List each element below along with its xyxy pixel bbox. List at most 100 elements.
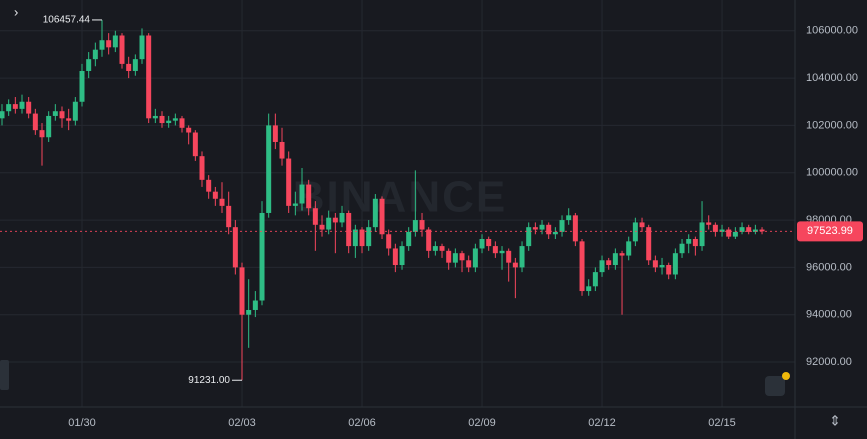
candle-body	[472, 248, 478, 268]
candle-body	[506, 250, 512, 263]
candle-body	[219, 198, 225, 206]
candle-body	[132, 59, 138, 71]
candle-body	[0, 111, 5, 119]
candle-body	[6, 104, 12, 112]
min-label: 91231.00	[188, 375, 230, 386]
y-tick-label: 102000.00	[806, 119, 858, 131]
candle-body	[646, 227, 652, 261]
candle-body	[46, 115, 52, 138]
candle-body	[746, 227, 752, 232]
candle-body	[686, 238, 692, 244]
candle-body	[459, 253, 465, 261]
candle-body	[126, 63, 132, 71]
candle-body	[432, 246, 438, 251]
candle-body	[492, 246, 498, 254]
y-tick-label: 106000.00	[806, 25, 858, 37]
candle-body	[546, 224, 552, 235]
side-toggle[interactable]	[0, 360, 9, 390]
candle-body	[79, 70, 85, 102]
candle-body	[99, 40, 105, 50]
candle-body	[626, 241, 632, 256]
candle-body	[619, 253, 625, 256]
x-tick-label: 02/12	[588, 417, 616, 429]
candle-body	[332, 217, 338, 223]
candle-body	[706, 222, 712, 225]
candle-body	[486, 238, 492, 247]
candle-body	[392, 248, 398, 266]
candle-body	[272, 125, 278, 142]
candle-body	[499, 250, 505, 254]
candle-body	[312, 208, 318, 225]
candle-body	[526, 227, 532, 247]
candle-body	[239, 267, 245, 315]
candle-body	[166, 120, 172, 124]
candle-body	[12, 104, 18, 109]
candle-body	[566, 215, 572, 221]
collapse-icon[interactable]: ›	[14, 4, 18, 19]
candle-body	[292, 203, 298, 206]
candle-body	[379, 198, 385, 235]
last-price-label: 97523.99	[807, 225, 853, 237]
candle-body	[152, 115, 158, 119]
candle-body	[52, 111, 58, 116]
candle-body	[399, 246, 405, 266]
candle-body	[19, 101, 25, 109]
candle-body	[206, 179, 212, 192]
candle-body	[759, 229, 765, 232]
candle-body	[339, 212, 345, 223]
candle-body	[326, 217, 332, 230]
x-tick-label: 02/06	[348, 417, 376, 429]
candle-body	[186, 127, 192, 133]
candle-body	[672, 253, 678, 275]
candle-body	[712, 224, 718, 232]
candle-body	[406, 231, 412, 247]
candle-body	[446, 250, 452, 263]
candle-body	[386, 234, 392, 249]
x-tick-label: 01/30	[68, 417, 96, 429]
candle-body	[612, 253, 618, 266]
candle-body	[106, 40, 112, 48]
candle-body	[146, 35, 152, 119]
candle-body	[92, 49, 98, 60]
candle-body	[752, 229, 758, 232]
last-price-tag	[797, 221, 863, 242]
candle-body	[366, 227, 372, 247]
y-tick-label: 104000.00	[806, 72, 858, 84]
candle-body	[286, 158, 292, 206]
candle-body	[86, 59, 92, 71]
candle-body	[726, 229, 732, 237]
candle-body	[179, 118, 185, 128]
candle-body	[539, 224, 545, 230]
candle-body	[652, 260, 658, 268]
candle-body	[412, 220, 418, 232]
candle-body	[606, 260, 612, 266]
candle-body	[226, 205, 232, 228]
candle-body	[112, 35, 118, 48]
events-icon[interactable]	[765, 376, 785, 396]
candle-body	[119, 35, 125, 64]
candle-body	[306, 184, 312, 209]
candle-body	[419, 220, 425, 230]
candle-body	[159, 115, 165, 124]
y-tick-label: 100000.00	[806, 167, 858, 179]
scale-button[interactable]: ⇕	[829, 413, 841, 429]
candle-body	[599, 260, 605, 273]
candle-body	[212, 191, 218, 199]
candle-body	[252, 300, 258, 310]
candle-body	[739, 227, 745, 232]
candle-body	[512, 262, 518, 268]
candle-body	[72, 101, 78, 121]
candle-body	[32, 113, 38, 131]
candle-body	[666, 265, 672, 275]
candle-body	[266, 125, 272, 213]
candle-body	[359, 229, 365, 247]
x-tick-label: 02/15	[708, 417, 736, 429]
candle-body	[452, 253, 458, 263]
candle-body	[659, 265, 665, 268]
y-tick-label: 94000.00	[806, 309, 852, 321]
y-tick-label: 96000.00	[806, 261, 852, 273]
max-label: 106457.44	[43, 15, 91, 26]
candle-body	[586, 286, 592, 292]
candle-body	[719, 229, 725, 232]
